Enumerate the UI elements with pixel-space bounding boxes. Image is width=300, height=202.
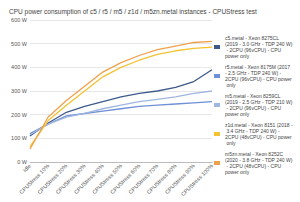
svg-text:z1d.metal - Xeon 8151 (2018 -: z1d.metal - Xeon 8151 (2018 - — [225, 122, 293, 128]
svg-text:- 2CPU (96vCPU) - CPU: - 2CPU (96vCPU) - CPU — [225, 47, 283, 53]
svg-text:CPUStress 20%: CPUStress 20% — [36, 163, 68, 195]
svg-text:CPUStress 40%: CPUStress 40% — [73, 163, 105, 195]
svg-text:only: only — [225, 140, 236, 146]
svg-text:(2019 - 2.5 GHz - TDP 210 W): (2019 - 2.5 GHz - TDP 210 W) — [225, 99, 293, 105]
svg-text:CPUStress 100%: CPUStress 100% — [180, 163, 215, 198]
svg-text:200 W: 200 W — [11, 112, 28, 118]
svg-text:(2019 - 3.0 GHz - TDP 240 W): (2019 - 3.0 GHz - TDP 240 W) — [225, 41, 293, 47]
svg-text:CPU power consumption of c5 /: CPU power consumption of c5 / r5 / m5 / … — [9, 8, 257, 16]
svg-text:r5.metal - Xeon 8175M (2017: r5.metal - Xeon 8175M (2017 — [225, 64, 292, 70]
svg-text:- 2CPU (96vCPU) - CPU: - 2CPU (96vCPU) - CPU — [225, 105, 283, 111]
svg-text:power only: power only — [225, 111, 250, 117]
svg-text:m5zn.metal - Xeon 8252C: m5zn.metal - Xeon 8252C — [225, 151, 285, 157]
svg-text:- 2.5 GHz - TDP 240 W) -: - 2.5 GHz - TDP 240 W) - — [225, 70, 283, 76]
svg-text:500 W: 500 W — [11, 41, 28, 47]
svg-text:c5.metal - Xeon 8275CL: c5.metal - Xeon 8275CL — [225, 35, 281, 41]
svg-text:CPUStress 50%: CPUStress 50% — [91, 163, 123, 195]
svg-text:power only: power only — [225, 169, 250, 175]
svg-text:only: only — [225, 82, 236, 88]
svg-text:100 W: 100 W — [11, 135, 28, 141]
svg-text:CPUStress 70%: CPUStress 70% — [127, 163, 159, 195]
svg-text:idle: idle — [22, 163, 32, 173]
svg-text:power only: power only — [225, 53, 250, 59]
svg-text:600 W: 600 W — [11, 17, 28, 23]
svg-text:CPUStress 90%: CPUStress 90% — [164, 163, 196, 195]
svg-text:3.4 GHz - TDP 240 W) -: 3.4 GHz - TDP 240 W) - — [225, 128, 281, 134]
svg-text:CPUStress 80%: CPUStress 80% — [145, 163, 177, 195]
svg-text:400 W: 400 W — [11, 64, 28, 70]
svg-text:CPUStress 10%: CPUStress 10% — [18, 163, 50, 195]
svg-text:2CPU (96vCPU) - CPU power: 2CPU (96vCPU) - CPU power — [225, 76, 292, 82]
svg-text:CPUStress 30%: CPUStress 30% — [54, 163, 86, 195]
svg-text:CPUStress 60%: CPUStress 60% — [109, 163, 141, 195]
svg-text:m5.metal - Xeon 8259CL: m5.metal - Xeon 8259CL — [225, 93, 282, 99]
svg-text:2CPU (48vCPU) - CPU power: 2CPU (48vCPU) - CPU power — [225, 134, 292, 140]
svg-text:300 W: 300 W — [11, 88, 28, 94]
svg-text:(2020 - 3.8 GHz - TDP 240 W): (2020 - 3.8 GHz - TDP 240 W) — [225, 157, 293, 163]
svg-text:- 2CPU (48vCPU) - CPU: - 2CPU (48vCPU) - CPU — [225, 163, 283, 169]
svg-text:0 W: 0 W — [17, 159, 27, 165]
